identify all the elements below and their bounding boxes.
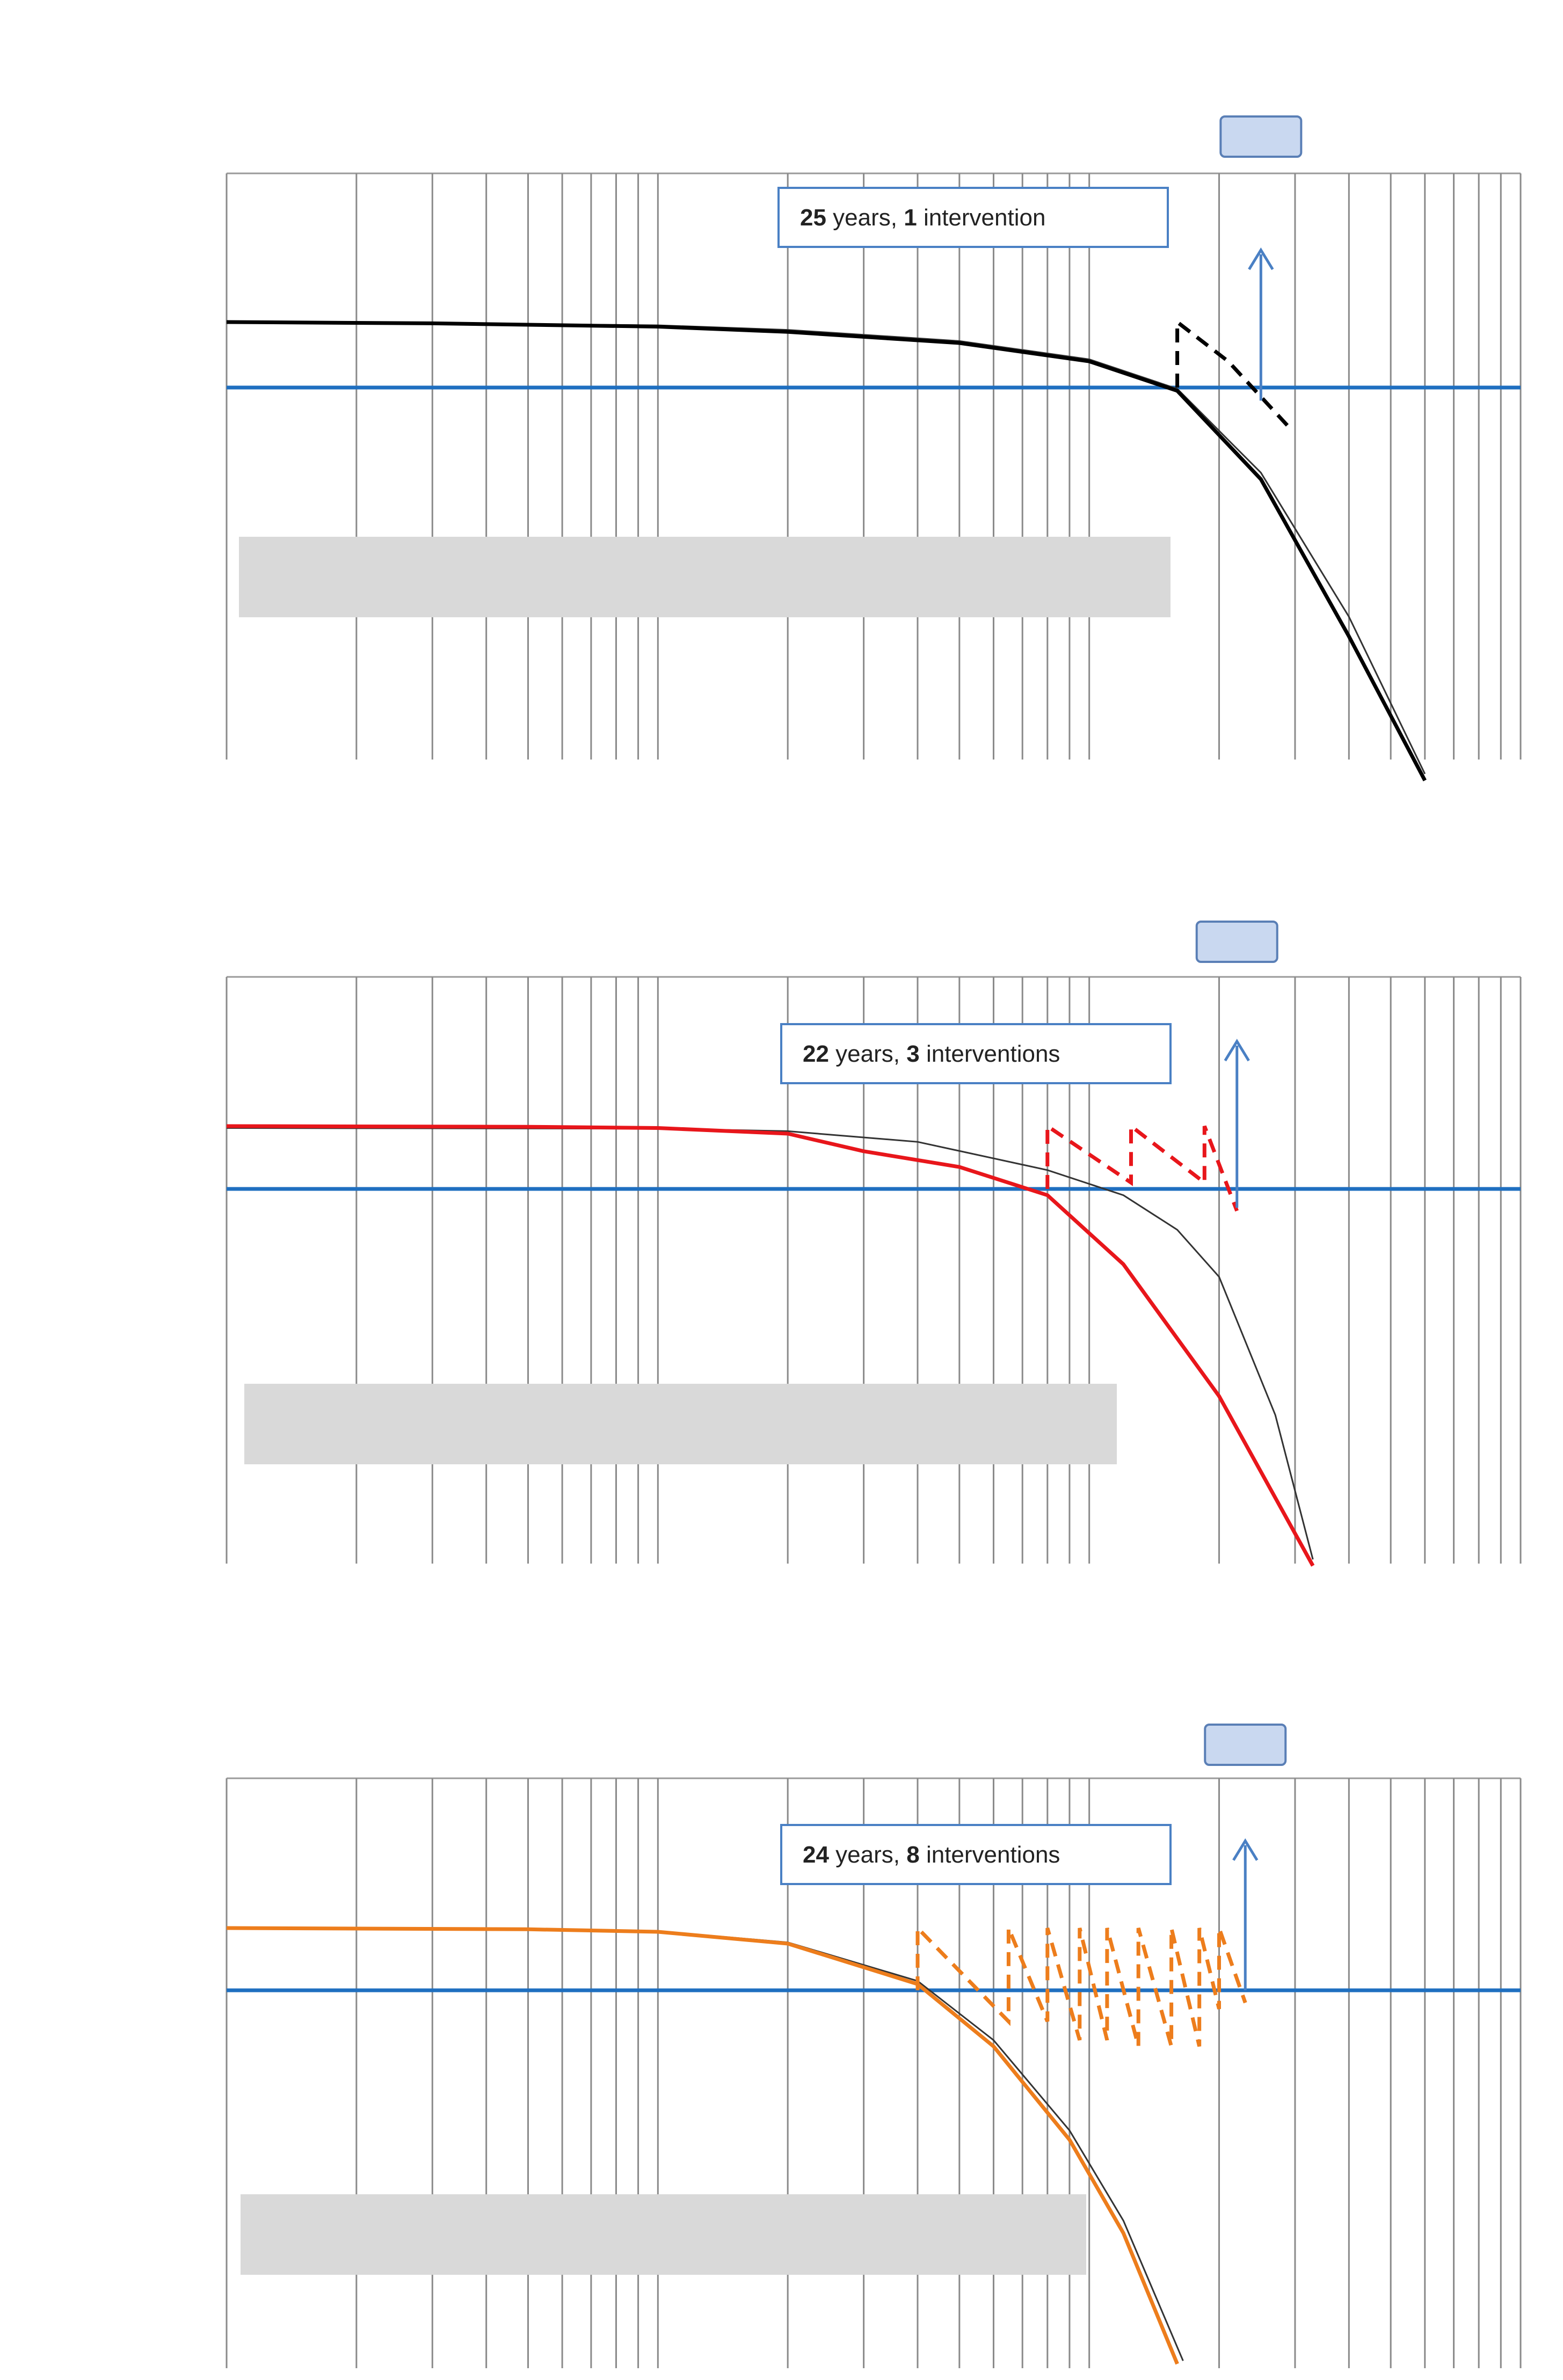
annotation-count-text: interventions [920, 1041, 1060, 1067]
annotation-years-text: years, [826, 205, 904, 231]
annotation-bold-years: 24 [803, 1842, 829, 1868]
fitted-curve [226, 320, 1427, 782]
annotation-years-text: years, [829, 1041, 906, 1067]
equation-box [244, 1384, 1117, 1464]
annotation-bold-count: 8 [906, 1842, 919, 1868]
annotation-count-text: interventions [920, 1842, 1060, 1868]
equation-box [239, 537, 1171, 617]
arrow-head [1224, 1039, 1250, 1062]
annotation-years-text: years, [829, 1842, 906, 1868]
fitted-curve [226, 1124, 1315, 1567]
annotation-bold-count: 1 [904, 205, 917, 231]
annotation-text: 22 years, 3 interventions [803, 1041, 1060, 1067]
annotation-text: 25 years, 1 intervention [800, 205, 1045, 231]
arrow-head [1232, 1838, 1259, 1861]
years-chip [1219, 115, 1303, 158]
model-curve [226, 1927, 1184, 2361]
annotation-bold-years: 22 [803, 1041, 829, 1067]
arrow-head [1248, 247, 1274, 271]
years-chip [1204, 1724, 1287, 1766]
years-chip [1195, 921, 1278, 963]
annotation-count-text: intervention [917, 205, 1046, 231]
annotation-bold-years: 25 [800, 205, 826, 231]
intervention-path [1175, 318, 1290, 428]
annotation-box [780, 1824, 1172, 1885]
equation-box [241, 2194, 1086, 2275]
fitted-curve [226, 1926, 1179, 2365]
annotation-box [777, 187, 1169, 248]
annotation-box [780, 1023, 1172, 1084]
intervention-path [915, 1923, 1247, 2047]
model-curve [226, 1127, 1314, 1560]
intervention-path [1045, 1122, 1239, 1212]
annotation-text: 24 years, 8 interventions [803, 1842, 1060, 1868]
annotation-bold-count: 3 [906, 1041, 919, 1067]
